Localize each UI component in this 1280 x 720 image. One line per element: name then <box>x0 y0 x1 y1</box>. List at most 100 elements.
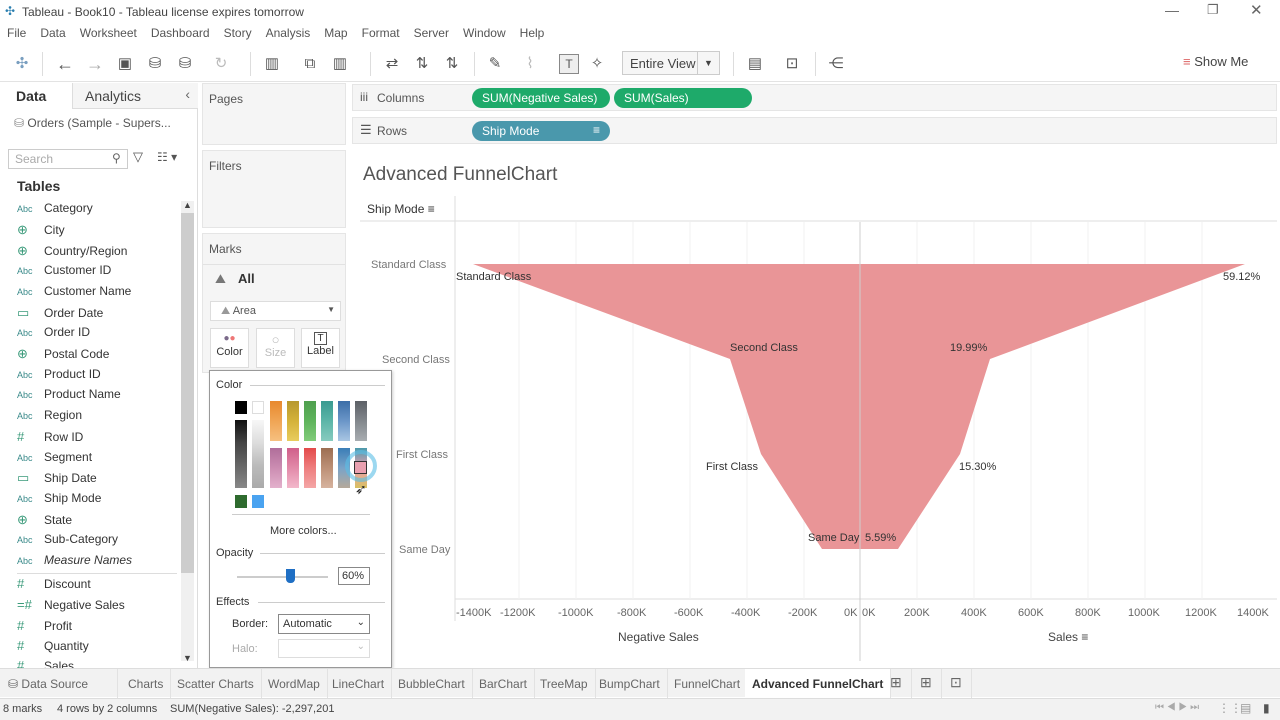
field-profit[interactable]: # Profit <box>17 618 73 633</box>
label-button[interactable]: T Label <box>301 328 340 368</box>
menu-story[interactable]: Story <box>223 26 252 40</box>
group-members-icon[interactable]: ⌇ <box>526 55 534 72</box>
menu-server[interactable]: Server <box>413 26 449 40</box>
datasource-item[interactable]: ⛁ Orders (Sample - Supers... <box>14 116 171 130</box>
tab-scatter-charts[interactable]: Scatter Charts <box>170 669 262 698</box>
collapse-pane-icon[interactable]: ‹ <box>185 86 190 102</box>
menu-window[interactable]: Window <box>462 26 506 40</box>
menu-analysis[interactable]: Analysis <box>265 26 311 40</box>
redo-icon[interactable]: → <box>86 54 104 74</box>
scrollbar-thumb[interactable] <box>181 213 194 573</box>
negative-sales-axis-title[interactable]: Negative Sales <box>618 630 699 644</box>
menu-help[interactable]: Help <box>519 26 545 40</box>
pill-sum-negative-sales[interactable]: SUM(Negative Sales) <box>472 88 610 108</box>
field-negative-sales[interactable]: =# Negative Sales <box>17 597 125 612</box>
color-button[interactable]: ●● Color <box>210 328 249 368</box>
presentation-mode-icon[interactable]: ⊡ <box>785 55 799 72</box>
marks-all[interactable]: All <box>238 271 255 286</box>
pages-card[interactable]: Pages <box>202 83 346 145</box>
tab-funnelchart[interactable]: FunnelChart <box>667 669 749 698</box>
save-icon[interactable]: ▣ <box>117 55 133 72</box>
new-story-icon[interactable]: ⊡ <box>943 669 972 698</box>
field-order-date[interactable]: ▭ Order Date <box>17 305 104 320</box>
field-discount[interactable]: # Discount <box>17 576 91 591</box>
field-quantity[interactable]: # Quantity <box>17 638 89 653</box>
scroll-down-icon[interactable]: ▼ <box>183 653 192 663</box>
rows-shelf[interactable]: ☰ Rows Ship Mode ≡ <box>352 117 1277 144</box>
new-dashboard-icon[interactable]: ⊞ <box>913 669 942 698</box>
size-button[interactable]: ○ Size <box>256 328 295 368</box>
field-ship-date[interactable]: ▭ Ship Date <box>17 470 97 485</box>
close-icon[interactable]: ✕ <box>1250 2 1263 19</box>
view-tabs-icon[interactable]: ▮ <box>1263 701 1270 715</box>
new-datasource-icon[interactable]: ⛁ <box>148 55 162 72</box>
undo-icon[interactable]: ← <box>56 54 74 74</box>
tab-data-source[interactable]: ⛁ Data Source <box>0 669 118 698</box>
mark-type-dropdown[interactable]: ⛰ Area ▼ <box>210 301 341 321</box>
border-dropdown[interactable]: Automatic ⌄ <box>278 614 370 634</box>
minimize-icon[interactable]: — <box>1165 2 1179 18</box>
field-product-name[interactable]: Abc Product Name <box>17 387 121 401</box>
field-category[interactable]: Abc Category <box>17 201 93 215</box>
scroll-up-icon[interactable]: ▲ <box>183 200 192 210</box>
row-header-ship-mode[interactable]: Ship Mode ≡ <box>367 202 435 216</box>
opacity-slider-thumb[interactable] <box>286 569 295 583</box>
field-country-region[interactable]: ⊕ Country/Region <box>17 243 128 258</box>
show-me-button[interactable]: ≡ Show Me <box>1183 54 1249 69</box>
pause-updates-icon[interactable]: ⛁ <box>178 55 192 72</box>
view-filmstrip-icon[interactable]: ▤ <box>1240 701 1252 715</box>
field-product-id[interactable]: Abc Product ID <box>17 367 101 381</box>
pill-ship-mode[interactable]: Ship Mode ≡ <box>472 121 610 141</box>
menu-format[interactable]: Format <box>361 26 400 40</box>
filter-icon[interactable]: ▽ <box>133 149 143 164</box>
menu-data[interactable]: Data <box>40 26 66 40</box>
tab-treemap[interactable]: TreeMap <box>533 669 596 698</box>
tab-linechart[interactable]: LineChart <box>325 669 393 698</box>
field-state[interactable]: ⊕ State <box>17 512 73 527</box>
clear-sheet-icon[interactable]: ▥ <box>332 55 348 72</box>
filters-card[interactable]: Filters <box>202 150 346 228</box>
sort-descending-icon[interactable]: ⇅ <box>445 55 459 72</box>
menu-file[interactable]: File <box>7 26 27 40</box>
field-row-id[interactable]: # Row ID <box>17 429 84 444</box>
tab-wordmap[interactable]: WordMap <box>261 669 328 698</box>
tableau-home-icon[interactable]: ✣ <box>15 55 29 72</box>
menu-map[interactable]: Map <box>324 26 348 40</box>
more-colors-button[interactable]: More colors... <box>270 525 337 537</box>
halo-dropdown[interactable]: ⌄ <box>278 639 370 658</box>
highlight-icon[interactable]: ✎ <box>488 55 502 72</box>
tab-bumpchart[interactable]: BumpChart <box>592 669 668 698</box>
field-sub-category[interactable]: Abc Sub-Category <box>17 532 119 546</box>
fit-dropdown[interactable]: Entire View ▼ <box>622 51 720 75</box>
field-ship-mode[interactable]: Abc Ship Mode <box>17 491 102 505</box>
view-list-icon[interactable]: ☷ ▾ <box>157 150 178 164</box>
tab-bubblechart[interactable]: BubbleChart <box>391 669 473 698</box>
menu-dashboard[interactable]: Dashboard <box>150 26 210 40</box>
tab-charts[interactable]: Charts <box>121 669 172 698</box>
field-segment[interactable]: Abc Segment <box>17 450 93 464</box>
tab-barchart[interactable]: BarChart <box>472 669 536 698</box>
pill-sum-sales[interactable]: SUM(Sales) <box>614 88 752 108</box>
tab-data[interactable]: Data <box>16 88 47 104</box>
refresh-icon[interactable]: ↻ <box>214 55 228 72</box>
columns-shelf[interactable]: iii Columns SUM(Negative Sales) SUM(Sale… <box>352 84 1277 111</box>
field-customer-id[interactable]: Abc Customer ID <box>17 263 112 277</box>
fix-axes-icon[interactable]: ✧ <box>590 55 604 72</box>
show-cards-icon[interactable]: ▤ <box>747 55 763 72</box>
duplicate-sheet-icon[interactable]: ⧉ <box>304 55 316 72</box>
sales-axis-title[interactable]: Sales ≡ <box>1048 630 1089 644</box>
show-mark-labels-icon[interactable]: T <box>559 54 579 74</box>
share-icon[interactable]: ⋲ <box>828 55 844 72</box>
swap-icon[interactable]: ⇄ <box>385 55 399 72</box>
menu-worksheet[interactable]: Worksheet <box>79 26 137 40</box>
field-postal-code[interactable]: ⊕ Postal Code <box>17 346 110 361</box>
field-region[interactable]: Abc Region <box>17 408 83 422</box>
field-city[interactable]: ⊕ City <box>17 222 65 237</box>
new-worksheet-icon[interactable]: ▥ <box>264 55 280 72</box>
opacity-slider[interactable] <box>237 576 328 578</box>
field-order-id[interactable]: Abc Order ID <box>17 325 91 339</box>
new-worksheet-icon[interactable]: ⊞ <box>883 669 912 698</box>
view-sorter-icon[interactable]: ⋮⋮ <box>1218 701 1242 715</box>
field-sales[interactable]: # Sales <box>17 658 177 668</box>
tab-analytics[interactable]: Analytics ‹ <box>72 83 198 109</box>
